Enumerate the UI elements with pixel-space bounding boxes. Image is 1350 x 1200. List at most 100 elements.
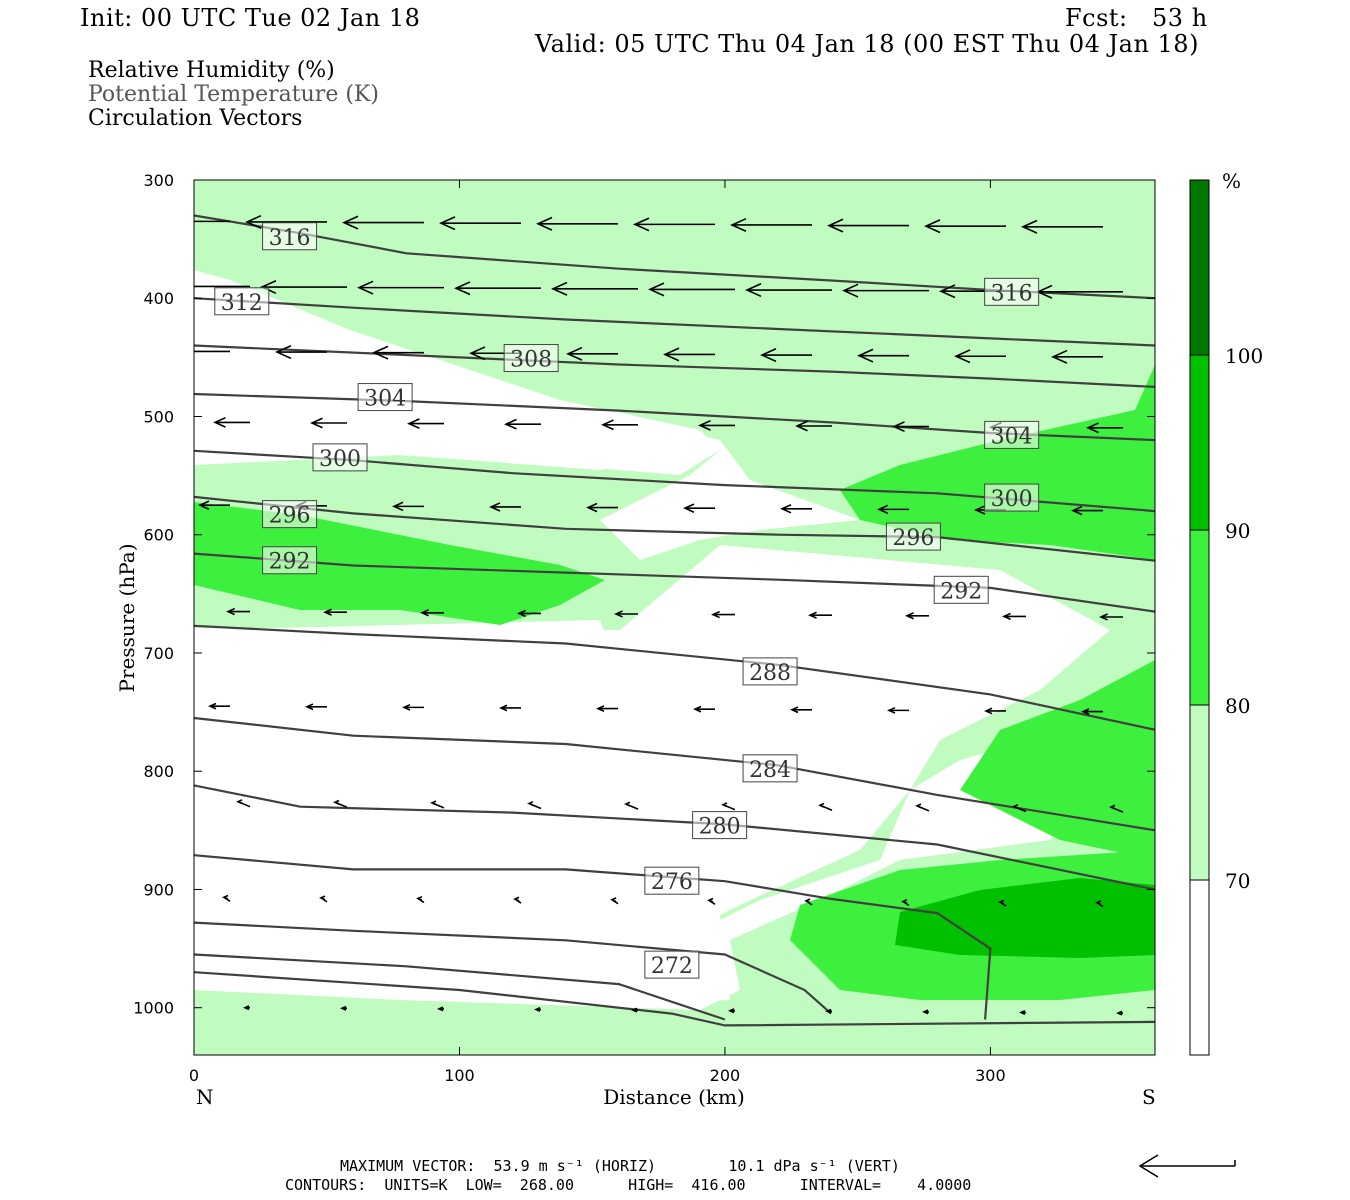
- circulation-vector: [614, 610, 638, 618]
- colorbar-segment-80: [1189, 529, 1210, 706]
- circulation-vector: [357, 280, 444, 295]
- theta-contour-label: 292: [933, 575, 989, 604]
- y-tick-label: 500: [143, 407, 174, 426]
- circulation-vector: [392, 501, 424, 512]
- circulation-vector: [340, 1005, 347, 1011]
- circulation-vector: [818, 802, 833, 812]
- circulation-vector: [1086, 422, 1123, 434]
- colorbar-label-100: 100: [1225, 344, 1263, 368]
- circulation-vector: [407, 418, 444, 430]
- svg-text:304: 304: [364, 387, 406, 412]
- circulation-vector: [222, 894, 231, 902]
- svg-text:308: 308: [510, 348, 552, 373]
- circulation-vector: [319, 895, 328, 903]
- circulation-vector: [730, 217, 812, 233]
- circulation-vector: [760, 348, 812, 363]
- theta-contour: [194, 552, 1155, 613]
- theta-contour: [194, 624, 1155, 731]
- circulation-vector: [825, 1008, 832, 1014]
- circulation-vector: [683, 503, 715, 513]
- circulation-vector: [827, 218, 909, 233]
- svg-text:300: 300: [991, 487, 1033, 512]
- circulation-vector: [728, 1008, 735, 1014]
- circulation-vector: [745, 282, 832, 298]
- circulation-vector: [857, 348, 909, 363]
- circulation-vector: [663, 347, 715, 362]
- theta-contour-label: 272: [644, 950, 700, 979]
- circulation-vector: [310, 417, 347, 429]
- y-tick-label: 800: [143, 762, 174, 781]
- circulation-vector: [566, 346, 618, 361]
- circulation-vector: [213, 416, 250, 428]
- circulation-vector: [1081, 708, 1103, 716]
- x-tick-label: 200: [710, 1066, 741, 1085]
- circulation-vector: [420, 609, 444, 617]
- circulation-vector: [1109, 804, 1124, 813]
- y-tick-label: 900: [143, 880, 174, 899]
- x-end-label-left: N: [196, 1085, 214, 1109]
- circulation-vector: [402, 703, 424, 711]
- circulation-vector: [489, 502, 521, 512]
- y-tick-label: 600: [143, 526, 174, 545]
- circulation-vector: [504, 418, 541, 430]
- x-tick-label: 300: [975, 1066, 1006, 1085]
- circulation-vector: [721, 802, 736, 811]
- theta-contour-label: 316: [262, 222, 318, 251]
- rh-area-80-lower-right: [960, 660, 1155, 860]
- circulation-vector: [243, 1005, 250, 1011]
- circulation-vector: [194, 345, 230, 358]
- theta-contour-label: 284: [742, 754, 798, 783]
- circulation-vector: [924, 219, 1006, 234]
- theta-contour-label: 280: [692, 811, 748, 840]
- circulation-vector: [226, 607, 250, 616]
- circulation-vector: [260, 279, 347, 295]
- circulation-vector: [610, 897, 619, 905]
- circulation-vector: [1116, 1010, 1123, 1016]
- theta-contour-label: 316: [984, 277, 1040, 306]
- svg-text:280: 280: [699, 815, 741, 840]
- circulation-vector: [372, 345, 424, 360]
- valid-time: Valid: 05 UTC Thu 04 Jan 18 (00 EST Thu …: [535, 30, 1199, 58]
- svg-text:296: 296: [269, 504, 311, 529]
- circulation-vector: [1071, 505, 1103, 516]
- circulation-vector: [984, 707, 1006, 715]
- circulation-vector: [601, 419, 638, 431]
- circulation-vector: [877, 504, 909, 515]
- circulation-vector: [631, 1007, 638, 1013]
- circulation-vector: [596, 705, 618, 713]
- circulation-vector: [780, 503, 812, 514]
- svg-text:312: 312: [221, 291, 263, 316]
- circulation-vector: [790, 706, 812, 714]
- circulation-vector: [323, 608, 347, 616]
- circulation-vector: [536, 216, 618, 231]
- circulation-vector: [430, 800, 445, 809]
- circulation-vector: [624, 801, 639, 810]
- theta-contour: [194, 971, 1155, 1027]
- svg-text:272: 272: [651, 954, 693, 979]
- colorbar: % 70 80 90 100: [1189, 169, 1263, 1056]
- y-tick-label: 700: [143, 644, 174, 663]
- theta-contour-label: 288: [742, 657, 798, 686]
- circulation-vector: [416, 895, 425, 904]
- rh-area-80-left: [194, 502, 605, 625]
- circulation-vector: [915, 803, 930, 812]
- circulation-vector: [998, 899, 1007, 907]
- circulation-vector: [905, 612, 929, 620]
- theta-contour: [194, 921, 832, 1015]
- y-tick-label: 1000: [133, 999, 174, 1018]
- x-tick-label: 100: [444, 1066, 475, 1085]
- theta-contour-label: 296: [885, 522, 941, 551]
- svg-text:284: 284: [749, 758, 791, 783]
- circulation-vector: [1095, 900, 1104, 908]
- theta-contour: [194, 854, 992, 1020]
- circulation-vector: [275, 345, 327, 360]
- circulation-vector: [499, 704, 521, 712]
- footer-max-vector: MAXIMUM VECTOR: 53.9 m s⁻¹ (HORIZ) 10.1 …: [340, 1157, 900, 1175]
- rh-area-90: [895, 878, 1155, 958]
- theta-contour: [194, 344, 1155, 388]
- circulation-vector: [808, 611, 832, 619]
- circulation-vector: [842, 283, 929, 298]
- circulation-vector: [1012, 803, 1027, 813]
- legend-rh: Relative Humidity (%): [88, 58, 335, 83]
